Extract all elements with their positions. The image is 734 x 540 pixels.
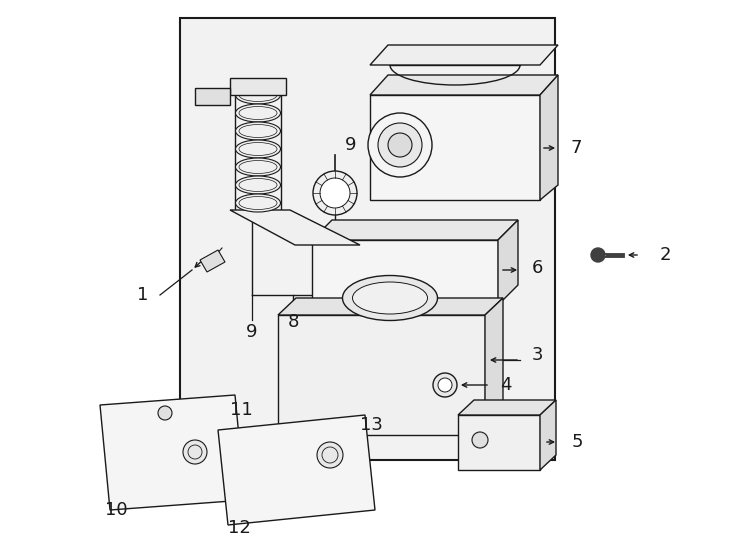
Circle shape xyxy=(472,432,488,448)
Polygon shape xyxy=(200,250,225,272)
Circle shape xyxy=(438,378,452,392)
Circle shape xyxy=(317,442,343,468)
Ellipse shape xyxy=(236,176,280,194)
Text: 2: 2 xyxy=(660,246,672,264)
Polygon shape xyxy=(498,220,518,305)
Text: 5: 5 xyxy=(572,433,584,451)
Polygon shape xyxy=(370,95,540,200)
Polygon shape xyxy=(458,415,540,470)
Ellipse shape xyxy=(236,140,280,158)
Text: 7: 7 xyxy=(570,139,581,157)
Ellipse shape xyxy=(352,282,427,314)
Text: 9: 9 xyxy=(345,136,357,154)
Circle shape xyxy=(378,123,422,167)
Polygon shape xyxy=(370,75,558,95)
Text: 6: 6 xyxy=(532,259,543,277)
Ellipse shape xyxy=(236,122,280,140)
Polygon shape xyxy=(540,400,556,470)
Polygon shape xyxy=(278,298,503,315)
Text: 13: 13 xyxy=(360,416,383,434)
Polygon shape xyxy=(230,210,360,245)
Text: 4: 4 xyxy=(500,376,512,394)
Polygon shape xyxy=(218,415,375,525)
Polygon shape xyxy=(278,315,485,435)
Polygon shape xyxy=(100,395,245,510)
Text: 11: 11 xyxy=(230,401,252,419)
Circle shape xyxy=(388,133,412,157)
Polygon shape xyxy=(230,78,286,95)
Circle shape xyxy=(158,406,172,420)
Circle shape xyxy=(591,248,605,262)
Ellipse shape xyxy=(236,86,280,104)
Ellipse shape xyxy=(236,158,280,176)
Circle shape xyxy=(433,373,457,397)
Polygon shape xyxy=(180,18,555,460)
Text: 1: 1 xyxy=(137,286,148,304)
Text: 10: 10 xyxy=(105,501,128,519)
Ellipse shape xyxy=(236,104,280,122)
Circle shape xyxy=(313,171,357,215)
Text: 12: 12 xyxy=(228,519,251,537)
Polygon shape xyxy=(370,45,558,65)
Circle shape xyxy=(320,178,350,208)
Ellipse shape xyxy=(343,275,437,321)
Polygon shape xyxy=(312,220,518,240)
Text: 3: 3 xyxy=(532,346,543,364)
Text: 8: 8 xyxy=(287,313,299,331)
Polygon shape xyxy=(312,240,498,305)
Polygon shape xyxy=(485,298,503,435)
Circle shape xyxy=(183,440,207,464)
Circle shape xyxy=(368,113,432,177)
Polygon shape xyxy=(458,400,556,415)
Polygon shape xyxy=(540,75,558,200)
Ellipse shape xyxy=(236,194,280,212)
Text: 9: 9 xyxy=(246,323,258,341)
Polygon shape xyxy=(195,88,230,105)
